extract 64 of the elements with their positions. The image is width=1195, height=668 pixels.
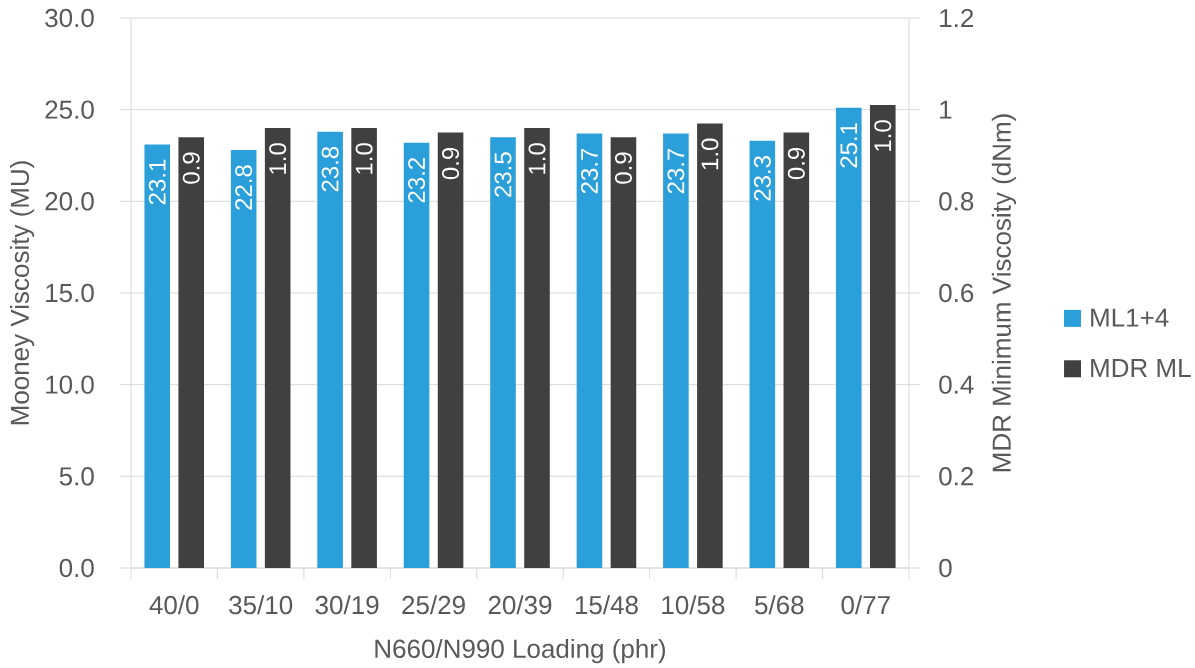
data-label: 1.0	[528, 143, 546, 174]
y2-tick-label: 0.6	[939, 283, 974, 303]
y-tick-label: 10.0	[46, 375, 94, 394]
data-label: 23.7	[580, 148, 598, 194]
y2-tick-label: 1.2	[940, 8, 974, 28]
x-tick-label: 15/48	[575, 595, 638, 615]
bar	[264, 127, 291, 568]
bar	[749, 140, 776, 568]
data-label: 0.9	[787, 147, 805, 180]
data-label: 23.8	[321, 146, 339, 192]
data-label: 23.2	[408, 158, 426, 203]
y-tick-label: 15.0	[46, 283, 94, 303]
bar	[351, 127, 377, 568]
bar	[663, 133, 689, 568]
bar	[783, 132, 810, 568]
x-tick-label: 30/19	[315, 595, 379, 615]
bar	[178, 137, 205, 568]
bar	[697, 123, 723, 568]
y-axis-title: Mooney Viscosity (MU)	[9, 161, 35, 425]
x-tick-label: 40/0	[149, 595, 199, 615]
data-label: 1.0	[701, 138, 719, 170]
data-label: 23.3	[753, 156, 771, 201]
data-label: 0.9	[614, 152, 632, 184]
y2-tick-label: 1	[940, 100, 952, 119]
bar	[144, 144, 171, 568]
y-tick-label: 0.0	[59, 558, 94, 578]
data-label: 23.7	[667, 148, 685, 194]
x-tick-label: 20/39	[488, 595, 552, 615]
data-label: 25.1	[840, 123, 858, 168]
y-tick-label: 20.0	[45, 192, 94, 211]
data-label: 23.5	[494, 152, 512, 197]
bar	[490, 137, 516, 568]
bar	[610, 137, 637, 568]
data-label: 23.1	[148, 159, 166, 205]
y2-axis-title: MDR Minimum Viscosity (dNm)	[991, 114, 1017, 472]
data-label: 0.9	[182, 152, 200, 184]
bar	[524, 127, 550, 568]
x-tick-label: 5/68	[755, 595, 804, 615]
data-label: 1.0	[874, 120, 892, 151]
y2-tick-label: 0.8	[939, 192, 974, 211]
data-label: 1.0	[355, 143, 373, 174]
data-label: 1.0	[269, 143, 287, 174]
y2-tick-label: 0	[939, 558, 952, 578]
data-label: 22.8	[235, 165, 253, 210]
x-tick-label: 35/10	[229, 595, 293, 615]
legend-label: MDR ML	[1091, 359, 1191, 377]
x-tick-label: 25/29	[402, 595, 465, 615]
y-tick-label: 30.0	[45, 8, 94, 28]
bar	[437, 132, 464, 568]
x-axis-title: N660/N990 Loading (phr)	[375, 638, 666, 664]
legend-label: ML1+4	[1091, 308, 1169, 327]
bar	[317, 131, 343, 568]
bar	[403, 142, 430, 568]
data-label: 0.9	[442, 147, 460, 180]
y-tick-label: 25.0	[45, 100, 94, 119]
x-tick-label: 0/77	[841, 595, 890, 615]
y2-tick-label: 0.2	[939, 467, 974, 486]
x-tick-label: 10/58	[662, 595, 725, 615]
y2-tick-label: 0.4	[939, 375, 974, 394]
bar	[835, 107, 862, 568]
bar	[230, 149, 257, 568]
bar	[576, 133, 603, 568]
bar	[869, 105, 896, 568]
y-tick-label: 5.0	[59, 467, 94, 486]
